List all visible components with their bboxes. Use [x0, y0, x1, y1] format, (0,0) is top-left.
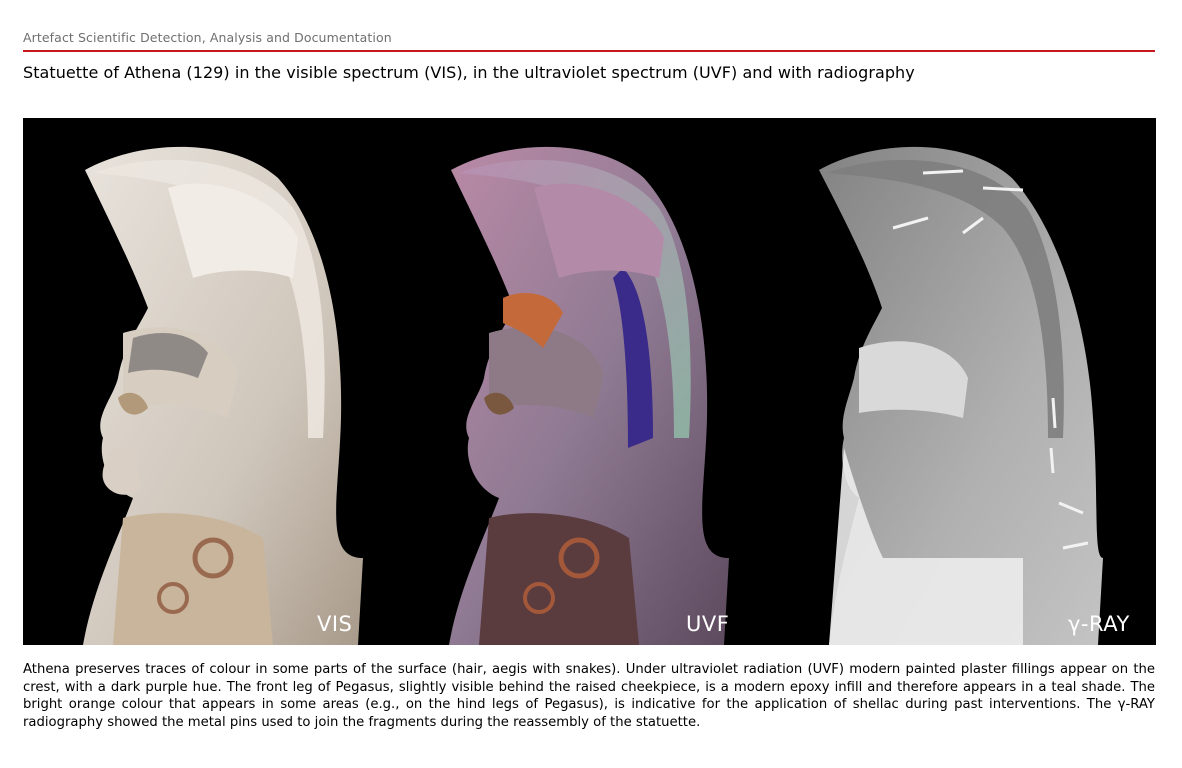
statuette-illustration	[23, 118, 1156, 645]
section-header-title: Artefact Scientific Detection, Analysis …	[23, 30, 392, 45]
panel-label-uvf: UVF	[686, 612, 729, 636]
header-divider	[23, 50, 1155, 52]
figure-caption: Athena preserves traces of colour in som…	[23, 661, 1155, 731]
gamma-ray-statuette	[819, 147, 1103, 645]
uvf-statuette	[449, 147, 729, 645]
panel-label-vis: VIS	[317, 612, 352, 636]
figure-title: Statuette of Athena (129) in the visible…	[23, 63, 915, 82]
vis-statuette	[83, 147, 363, 645]
panel-label-gamma-ray: γ-RAY	[1068, 612, 1130, 636]
statuette-figure: VIS UVF γ-RAY	[23, 118, 1156, 645]
